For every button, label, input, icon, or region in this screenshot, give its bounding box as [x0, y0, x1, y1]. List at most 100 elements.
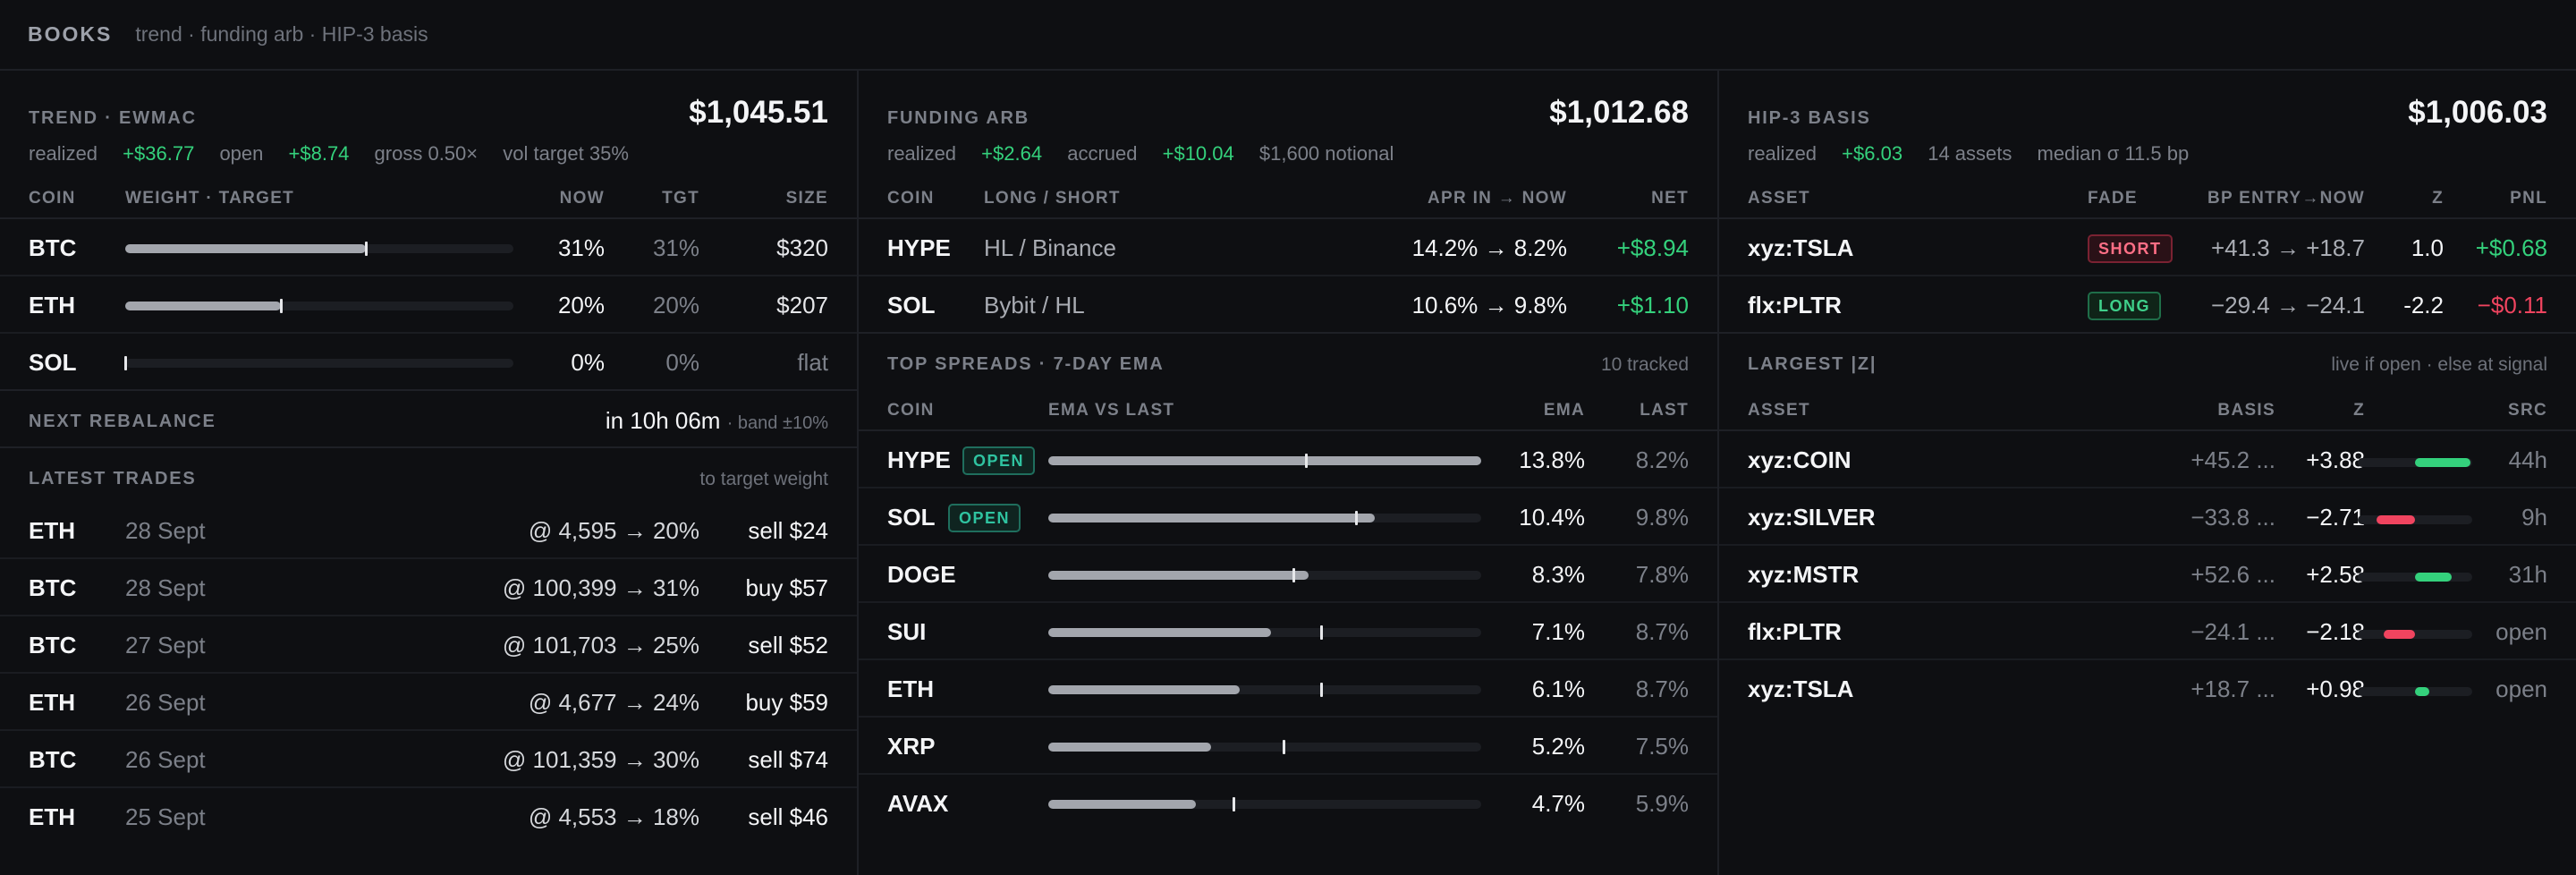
z-score: 1.0: [2411, 234, 2444, 261]
largest-row[interactable]: xyz:COIN +45.2 ... +3.88 44h: [1719, 431, 2576, 488]
asset: xyz:TSLA: [1748, 675, 1854, 702]
ema-bar: [1048, 797, 1481, 811]
last-marker: [1320, 683, 1324, 697]
trade-action: buy $57: [745, 574, 828, 601]
coin: ETH: [29, 292, 75, 319]
table-row[interactable]: SOL 0% 0% flat: [0, 334, 857, 391]
signal-source: open: [2496, 675, 2547, 702]
target-marker: [365, 242, 369, 256]
last-marker: [1354, 511, 1358, 525]
z-score: -2.2: [2403, 292, 2444, 319]
coin: BTC: [29, 234, 77, 261]
trade-date: 27 Sept: [125, 632, 206, 658]
trade-row[interactable]: BTC 26 Sept @ 101,359 → 30% sell $74: [0, 731, 857, 788]
last-value: 8.7%: [1635, 675, 1689, 702]
median-sigma: median σ 11.5 bp: [2037, 142, 2190, 165]
table-row[interactable]: BTC 31% 31% $320: [0, 219, 857, 276]
table-row[interactable]: ETH 20% 20% $207: [0, 276, 857, 334]
basis-value: −24.1 ...: [2190, 618, 2275, 645]
now-weight: 31%: [557, 234, 605, 261]
spread-row[interactable]: ETH 6.1% 8.7%: [859, 660, 1717, 718]
trend-header: TREND · EWMAC $1,045.51 realized +$36.77…: [0, 71, 857, 179]
table-row[interactable]: SOL Bybit / HL 10.6% → 9.8% +$1.10: [859, 276, 1717, 334]
weight-bar: [125, 299, 513, 313]
coin: SUI: [887, 618, 927, 645]
largest-row[interactable]: flx:PLTR −24.1 ... −2.18 open: [1719, 603, 2576, 660]
trade-date: 26 Sept: [125, 746, 206, 773]
ema-fill: [1048, 628, 1271, 637]
open-badge: OPEN: [948, 504, 1021, 532]
trade-detail: @ 100,399 → 31%: [502, 574, 699, 601]
trade-coin: ETH: [29, 689, 75, 716]
trade-date: 25 Sept: [125, 803, 206, 830]
trade-date: 28 Sept: [125, 574, 206, 601]
panel-stats: realized +$6.03 14 assets median σ 11.5 …: [1748, 142, 2190, 165]
ema-bar: [1048, 568, 1481, 582]
spread-row[interactable]: SOL OPEN 10.4% 9.8%: [859, 488, 1717, 546]
last-marker: [1232, 797, 1235, 811]
open-pnl: +$8.74: [288, 142, 350, 165]
table-row[interactable]: xyz:TSLA SHORT +41.3 → +18.7 1.0 +$0.68: [1719, 219, 2576, 276]
largest-row[interactable]: xyz:TSLA +18.7 ... +0.98 open: [1719, 660, 2576, 718]
z-fill: [2415, 687, 2429, 696]
panel-stats: realized +$36.77 open +$8.74 gross 0.50×…: [29, 142, 629, 165]
venues: Bybit / HL: [984, 292, 1085, 319]
funding-header: FUNDING ARB $1,012.68 realized +$2.64 ac…: [859, 71, 1717, 179]
table-row[interactable]: flx:PLTR LONG −29.4 → −24.1 -2.2 −$0.11: [1719, 276, 2576, 334]
spread-row[interactable]: AVAX 4.7% 5.9%: [859, 775, 1717, 832]
realized-pnl: +$36.77: [123, 142, 195, 165]
spread-row[interactable]: SUI 7.1% 8.7%: [859, 603, 1717, 660]
trade-row[interactable]: ETH 26 Sept @ 4,677 → 24% buy $59: [0, 674, 857, 731]
weight-bar: [124, 356, 513, 370]
largest-row[interactable]: xyz:MSTR +52.6 ... +2.58 31h: [1719, 546, 2576, 603]
trade-row[interactable]: ETH 28 Sept @ 4,595 → 20% sell $24: [0, 502, 857, 559]
trade-detail: @ 4,553 → 18%: [528, 803, 699, 830]
venues: HL / Binance: [984, 234, 1116, 261]
realized-pnl: +$2.64: [981, 142, 1043, 165]
z-bar: [2358, 687, 2472, 696]
coin: HYPE: [887, 234, 951, 261]
signal-source: 9h: [2521, 504, 2547, 531]
last-marker: [1320, 625, 1324, 640]
coin: XRP: [887, 733, 936, 760]
trade-row[interactable]: BTC 27 Sept @ 101,703 → 25% sell $52: [0, 616, 857, 674]
trade-row[interactable]: BTC 28 Sept @ 100,399 → 31% buy $57: [0, 559, 857, 616]
weight-fill: [125, 244, 367, 253]
last-value: 7.5%: [1635, 733, 1689, 760]
position-size: flat: [797, 349, 828, 376]
now-weight: 0%: [571, 349, 605, 376]
spread-row[interactable]: XRP 5.2% 7.5%: [859, 718, 1717, 775]
basis-panel: HIP-3 BASIS $1,006.03 realized +$6.03 14…: [1719, 71, 2576, 875]
spread-row[interactable]: DOGE 8.3% 7.8%: [859, 546, 1717, 603]
trade-coin: BTC: [29, 746, 77, 773]
fade-badge: SHORT: [2088, 234, 2173, 263]
target-marker: [124, 356, 127, 370]
top-spreads-header: TOP SPREADS · 7-DAY EMA 10 tracked: [887, 354, 1689, 375]
panel-equity: $1,045.51: [689, 95, 828, 130]
last-value: 8.7%: [1635, 618, 1689, 645]
last-marker: [1304, 454, 1308, 468]
coin: HYPE: [887, 446, 951, 473]
apr-change: 14.2% → 8.2%: [1411, 234, 1567, 261]
last-value: 5.9%: [1635, 790, 1689, 817]
weight-bar: [125, 242, 513, 256]
trade-row[interactable]: ETH 25 Sept @ 4,553 → 18% sell $46: [0, 788, 857, 845]
last-marker: [1292, 568, 1295, 582]
now-weight: 20%: [557, 292, 605, 319]
notional: $1,600 notional: [1258, 142, 1394, 165]
gross-leverage: gross 0.50×: [374, 142, 479, 165]
fade-badge: LONG: [2088, 292, 2161, 320]
asset: xyz:COIN: [1748, 446, 1852, 473]
panel-stats: realized +$2.64 accrued +$10.04 $1,600 n…: [887, 142, 1394, 165]
trade-action: sell $74: [748, 746, 828, 773]
asset: xyz:TSLA: [1748, 234, 1854, 261]
table-header: ASSET FADE BP ENTRY→NOW Z PNL: [1719, 179, 2576, 219]
largest-row[interactable]: xyz:SILVER −33.8 ... −2.71 9h: [1719, 488, 2576, 546]
position-size: $207: [776, 292, 828, 319]
realized-pnl: +$6.03: [1842, 142, 1903, 165]
spread-row[interactable]: HYPE OPEN 13.8% 8.2%: [859, 431, 1717, 488]
ema-value: 4.7%: [1531, 790, 1585, 817]
ema-fill: [1048, 800, 1196, 809]
table-row[interactable]: HYPE HL / Binance 14.2% → 8.2% +$8.94: [859, 219, 1717, 276]
asset-count: 14 assets: [1928, 142, 2012, 165]
